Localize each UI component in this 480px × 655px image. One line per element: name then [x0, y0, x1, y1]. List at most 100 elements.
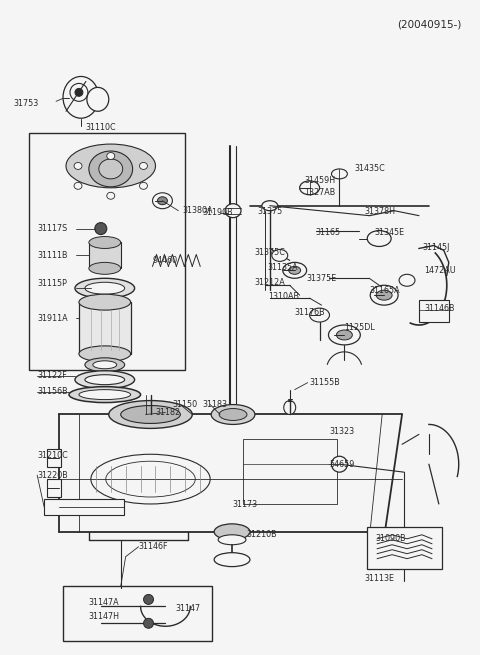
Text: 31165A: 31165A	[369, 286, 400, 295]
Text: 31182: 31182	[156, 408, 181, 417]
Ellipse shape	[75, 88, 83, 96]
Text: 31147A: 31147A	[89, 598, 120, 607]
Ellipse shape	[87, 87, 109, 111]
Ellipse shape	[69, 386, 141, 403]
Ellipse shape	[89, 263, 120, 274]
Text: 31146F: 31146F	[139, 542, 168, 552]
Text: 31375: 31375	[258, 207, 283, 216]
Text: 31911A: 31911A	[37, 314, 68, 322]
Bar	[79, 302, 131, 354]
Text: 31090B: 31090B	[375, 534, 406, 543]
Ellipse shape	[140, 182, 147, 189]
Text: 31147H: 31147H	[89, 612, 120, 621]
Text: 31176B: 31176B	[295, 308, 325, 316]
Ellipse shape	[93, 361, 117, 369]
Ellipse shape	[63, 77, 99, 118]
Ellipse shape	[59, 148, 162, 204]
Ellipse shape	[109, 401, 192, 428]
Ellipse shape	[75, 371, 134, 388]
Ellipse shape	[79, 390, 131, 400]
Bar	[47, 449, 61, 467]
Bar	[419, 300, 449, 322]
Ellipse shape	[225, 204, 241, 217]
Text: 94460: 94460	[153, 256, 178, 265]
Text: 31117S: 31117S	[37, 224, 67, 233]
Text: 31380A: 31380A	[182, 206, 213, 215]
Bar	[63, 586, 212, 641]
Text: 31156B: 31156B	[37, 387, 68, 396]
Ellipse shape	[157, 196, 168, 205]
Text: 31210C: 31210C	[37, 451, 68, 460]
Ellipse shape	[85, 375, 125, 384]
Text: 31115P: 31115P	[37, 279, 67, 288]
Text: 31435C: 31435C	[354, 164, 385, 174]
Ellipse shape	[399, 274, 415, 286]
Ellipse shape	[367, 231, 391, 246]
Ellipse shape	[89, 151, 132, 187]
Ellipse shape	[120, 405, 180, 423]
Ellipse shape	[336, 330, 352, 340]
Text: 31146B: 31146B	[424, 304, 455, 312]
Text: 54659: 54659	[329, 460, 355, 469]
Text: 31375E: 31375E	[307, 274, 337, 283]
Text: 31145J: 31145J	[422, 243, 449, 252]
Text: (20040915-): (20040915-)	[396, 20, 461, 29]
Bar	[44, 499, 124, 515]
Ellipse shape	[85, 282, 125, 294]
Text: 31753: 31753	[14, 99, 39, 108]
Ellipse shape	[153, 193, 172, 209]
Bar	[29, 133, 185, 370]
Ellipse shape	[288, 267, 300, 274]
Ellipse shape	[283, 263, 307, 278]
Ellipse shape	[107, 193, 115, 199]
Ellipse shape	[219, 409, 247, 421]
Bar	[367, 527, 442, 569]
Text: 31155B: 31155B	[310, 378, 340, 387]
Ellipse shape	[218, 534, 246, 545]
Bar	[89, 242, 120, 269]
Text: 31459H: 31459H	[305, 176, 336, 185]
Text: 31190B: 31190B	[203, 208, 233, 217]
Ellipse shape	[99, 159, 123, 179]
Ellipse shape	[262, 200, 278, 211]
Ellipse shape	[140, 162, 147, 170]
Text: 31110C: 31110C	[85, 122, 116, 132]
Text: 31210B: 31210B	[246, 531, 276, 539]
Ellipse shape	[214, 524, 250, 540]
Ellipse shape	[370, 285, 398, 305]
Ellipse shape	[79, 294, 131, 310]
Ellipse shape	[75, 278, 134, 298]
Ellipse shape	[332, 457, 348, 472]
Ellipse shape	[74, 182, 82, 189]
Bar	[47, 479, 61, 497]
Bar	[243, 440, 337, 504]
Text: 1327AB: 1327AB	[305, 188, 336, 197]
Ellipse shape	[79, 346, 131, 362]
Ellipse shape	[214, 553, 250, 567]
Text: 31173: 31173	[232, 500, 257, 510]
Text: 31113E: 31113E	[364, 574, 394, 583]
Text: 31122F: 31122F	[37, 371, 67, 380]
Ellipse shape	[70, 83, 88, 102]
Ellipse shape	[272, 250, 288, 261]
Ellipse shape	[95, 223, 107, 234]
Text: 31212A: 31212A	[255, 278, 286, 287]
Text: 1310AB: 1310AB	[268, 291, 299, 301]
Text: 31345E: 31345E	[374, 228, 404, 237]
Text: 31375C: 31375C	[255, 248, 286, 257]
Ellipse shape	[144, 618, 154, 628]
Ellipse shape	[211, 405, 255, 424]
Ellipse shape	[300, 181, 320, 195]
Ellipse shape	[332, 169, 348, 179]
Ellipse shape	[144, 595, 154, 605]
Text: 31147: 31147	[175, 604, 201, 613]
Text: 31378H: 31378H	[364, 207, 395, 216]
Text: 31111B: 31111B	[37, 251, 68, 260]
Ellipse shape	[66, 144, 156, 188]
Text: 31220B: 31220B	[37, 471, 68, 479]
Ellipse shape	[89, 236, 120, 248]
Text: 31183: 31183	[203, 400, 228, 409]
Text: 1472AU: 1472AU	[424, 266, 456, 275]
Text: 31165: 31165	[315, 228, 341, 237]
Ellipse shape	[310, 308, 329, 322]
